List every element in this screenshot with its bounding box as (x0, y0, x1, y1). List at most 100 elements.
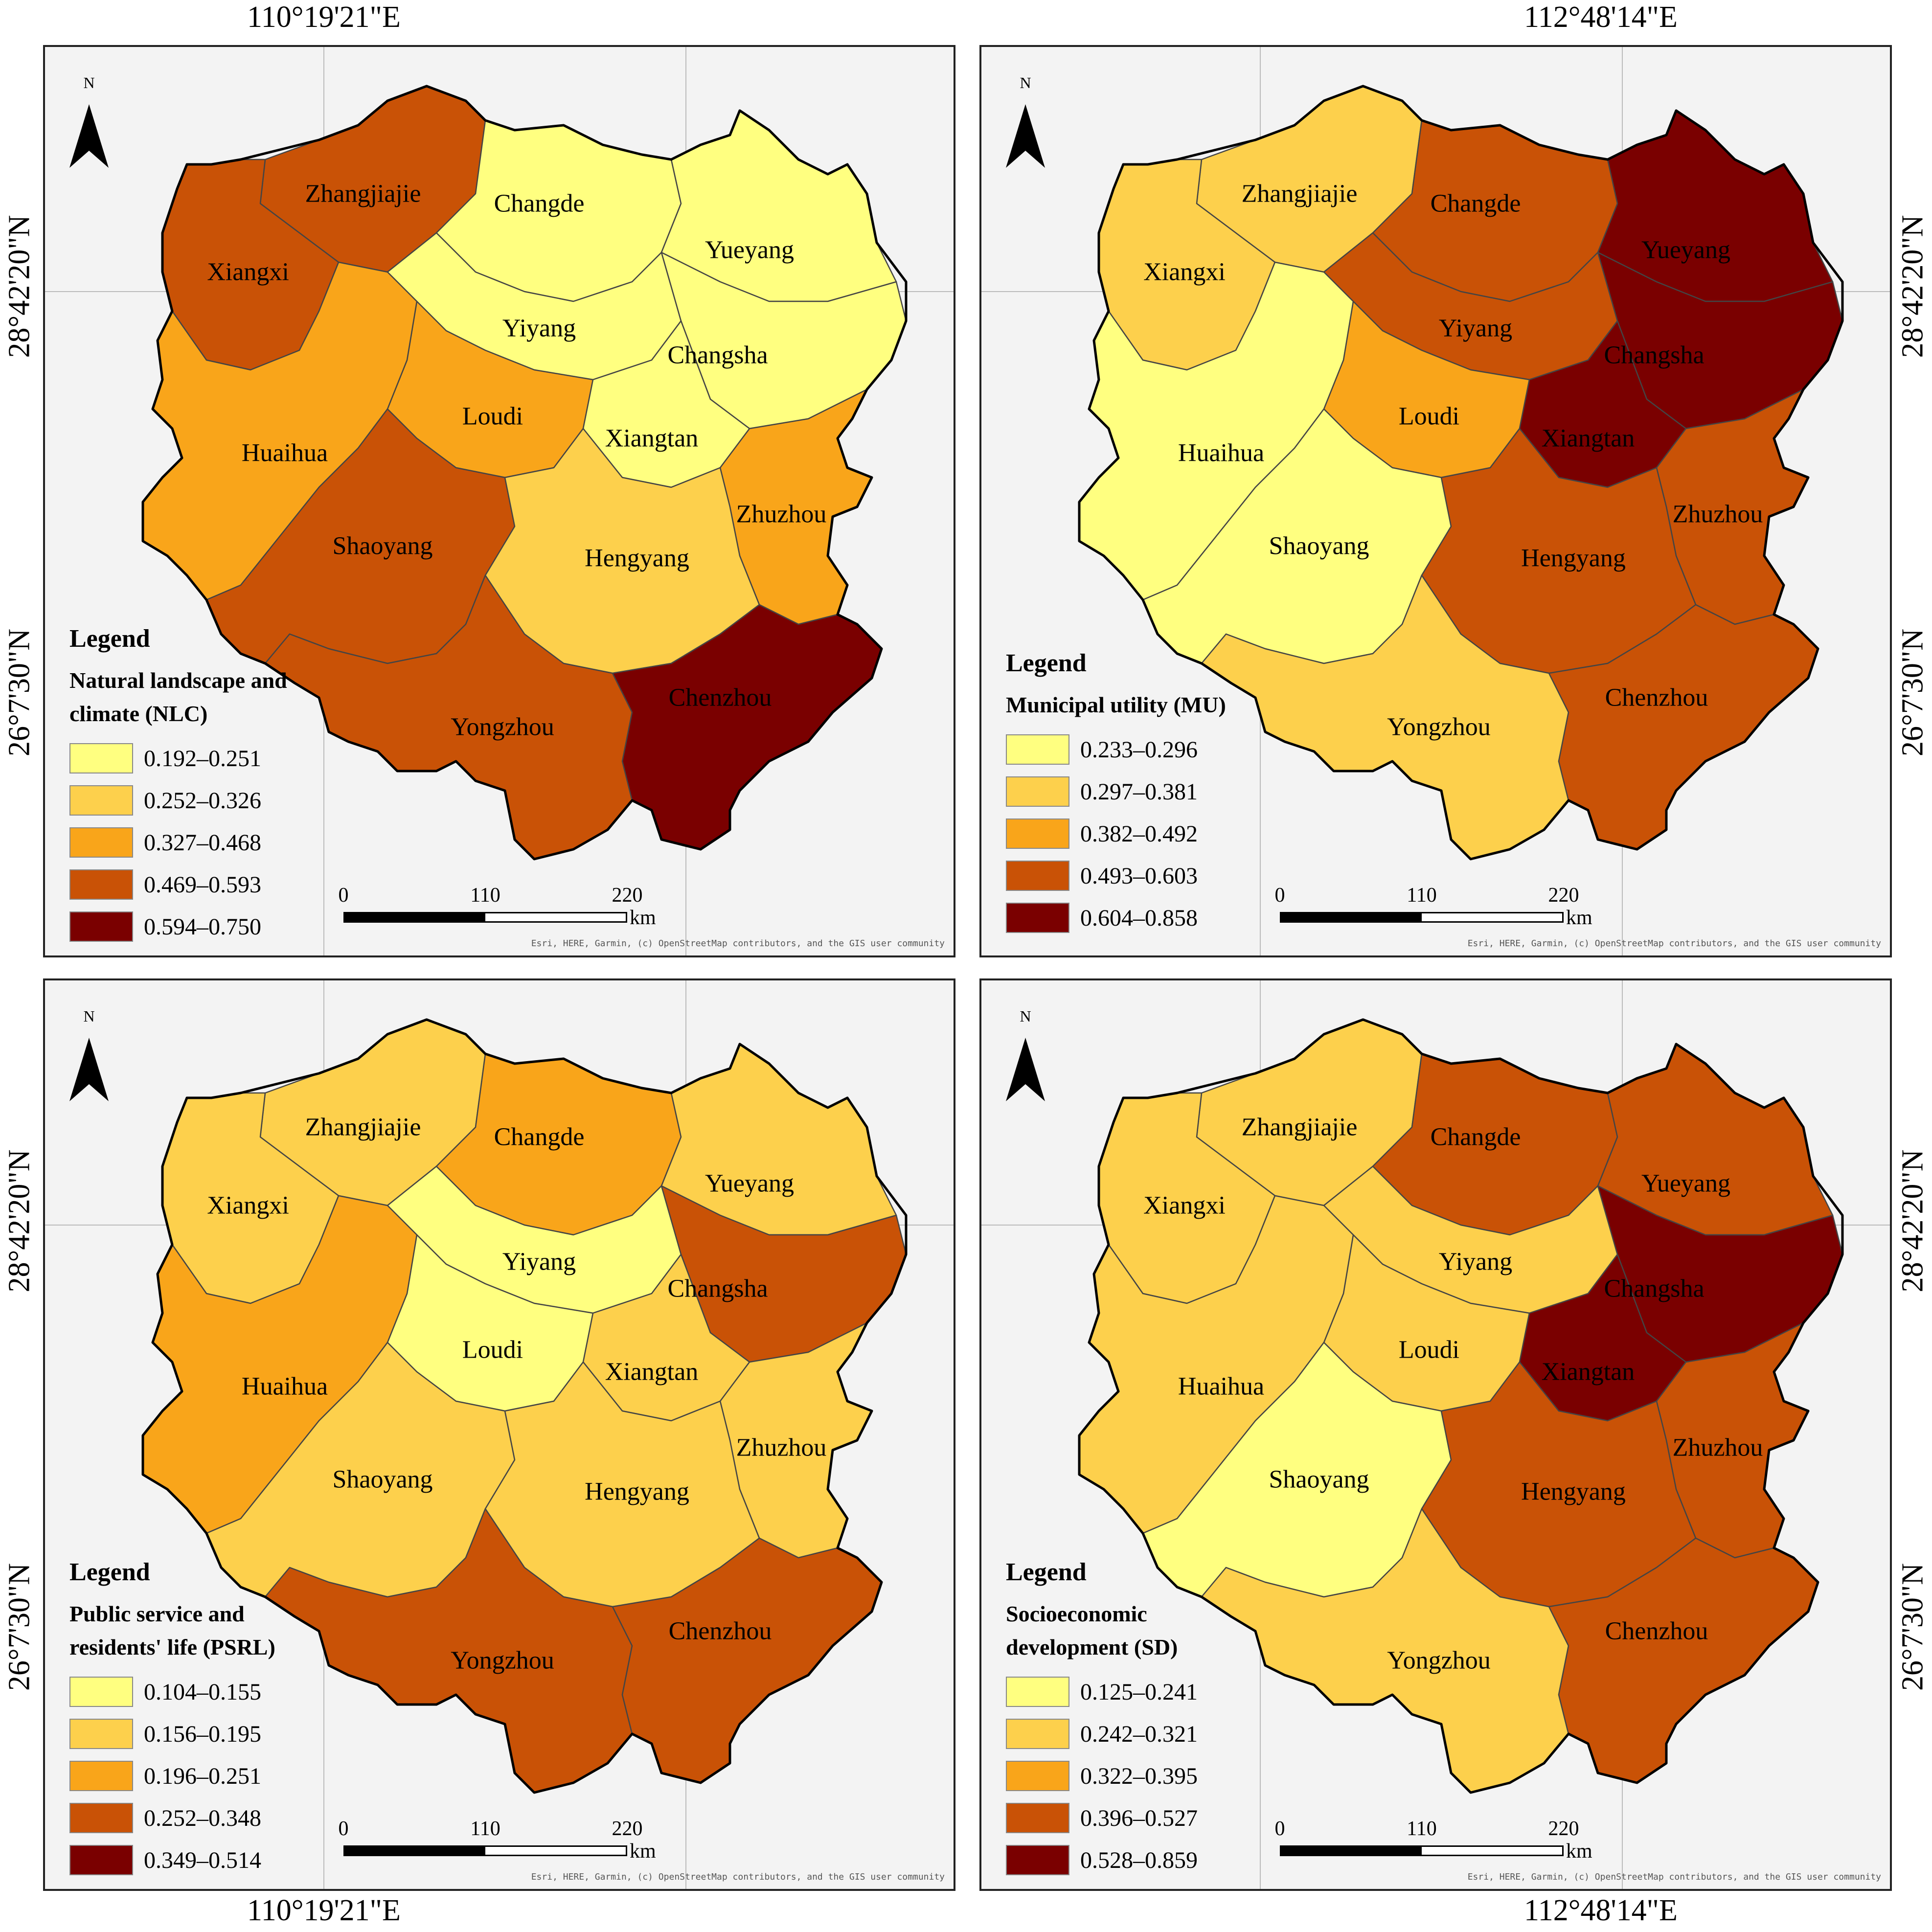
province-outline (141, 1018, 908, 1794)
legend-swatch (1006, 1677, 1069, 1707)
north-arrow-icon (1006, 1038, 1045, 1101)
city-label-yiyang: Yiyang (1438, 1248, 1513, 1276)
city-label-xiangtan: Xiangtan (605, 1358, 699, 1386)
legend-subtitle-line1: Socioeconomic (1006, 1601, 1147, 1626)
city-label-xiangxi: Xiangxi (1143, 258, 1226, 286)
city-label-hengyang: Hengyang (1521, 544, 1626, 572)
city-label-zhangjiajie: Zhangjiajie (1241, 180, 1358, 208)
lon-label-top-right: 112°48'14"E (1524, 0, 1678, 34)
scale-tick-110: 110 (1407, 884, 1437, 907)
scale-tick-0: 0 (338, 1818, 349, 1840)
legend-subtitle: Municipal utility (MU) (1006, 688, 1358, 722)
city-label-zhangjiajie: Zhangjiajie (305, 1113, 421, 1141)
north-arrow: N (1003, 74, 1047, 206)
choropleth-map (981, 47, 1890, 955)
scale-tick-220: 220 (1548, 1818, 1579, 1840)
north-arrow-icon (1006, 104, 1045, 168)
legend-item: 0.382–0.492 (1006, 813, 1358, 855)
legend-swatch (69, 785, 133, 816)
scale-bar: 0 110 220 km (1275, 1817, 1592, 1871)
legend-swatch (69, 1719, 133, 1749)
north-arrow: N (67, 1007, 111, 1139)
north-arrow: N (67, 74, 111, 206)
scale-segment-filled (343, 912, 485, 923)
legend-subtitle: Public service and residents' life (PSRL) (69, 1597, 422, 1664)
legend-swatch (69, 743, 133, 773)
legend: Legend Natural landscape and climate (NLC)… (69, 624, 422, 948)
scale-unit: km (1566, 907, 1592, 929)
legend-swatch (1006, 1845, 1069, 1875)
city-label-shaoyang: Shaoyang (1269, 532, 1369, 560)
city-label-changsha: Changsha (1604, 1274, 1705, 1303)
basemap-attribution: Esri, HERE, Garmin, (c) OpenStreetMap co… (1467, 938, 1881, 949)
city-label-xiangtan: Xiangtan (605, 424, 699, 453)
lat-label-left-bottom: 26°7'30"N (2, 628, 36, 757)
legend-subtitle-line1: Public service and (69, 1601, 245, 1626)
map-panel-mu: Zhangjiajie Changde Yueyang Xiangxi Yiyang Ch… (979, 45, 1892, 957)
legend-range-label: 0.297–0.381 (1080, 778, 1198, 805)
city-label-loudi: Loudi (462, 402, 523, 431)
city-label-changde: Changde (1430, 189, 1521, 218)
basemap-attribution: Esri, HERE, Garmin, (c) OpenStreetMap co… (531, 1872, 945, 1882)
city-label-yongzhou: Yongzhou (1387, 713, 1491, 741)
legend-range-label: 0.594–0.750 (144, 913, 261, 940)
north-letter: N (1020, 74, 1031, 91)
city-label-yiyang: Yiyang (1438, 314, 1513, 342)
legend-swatch (1006, 903, 1069, 933)
legend-item: 0.594–0.750 (69, 906, 422, 948)
scale-tick-110: 110 (1407, 1818, 1437, 1840)
legend-swatch (69, 911, 133, 942)
basemap-attribution: Esri, HERE, Garmin, (c) OpenStreetMap co… (1467, 1872, 1881, 1882)
lon-label-bottom-right: 112°48'14"E (1524, 1894, 1678, 1927)
legend-swatch (69, 1761, 133, 1791)
scale-tick-0: 0 (1274, 884, 1285, 907)
scale-segment-filled (1280, 912, 1422, 923)
lat-label-right-bottom-2: 26°7'30"N (1896, 1563, 1930, 1691)
legend-swatch (1006, 1719, 1069, 1749)
city-label-yiyang: Yiyang (502, 314, 576, 342)
legend-range-label: 0.192–0.251 (144, 745, 261, 772)
city-label-yueyang: Yueyang (705, 1169, 794, 1198)
legend-item: 0.156–0.195 (69, 1713, 422, 1755)
city-label-chenzhou: Chenzhou (1605, 683, 1708, 712)
lat-label-left-top-2: 28°42'20"N (2, 1149, 36, 1293)
scale-segment-empty (484, 1845, 627, 1856)
province-outline (1078, 1018, 1844, 1794)
legend-swatch (1006, 776, 1069, 807)
lon-label-bottom-left: 110°19'21"E (247, 1894, 401, 1927)
city-label-yongzhou: Yongzhou (1387, 1646, 1491, 1675)
lat-label-right-top: 28°42'20"N (1896, 215, 1930, 358)
scale-segment-filled (1280, 1845, 1422, 1856)
scale-segment-empty (1420, 912, 1564, 923)
lat-label-right-bottom: 26°7'30"N (1896, 628, 1930, 757)
city-label-yongzhou: Yongzhou (451, 713, 554, 741)
legend-range-label: 0.396–0.527 (1080, 1805, 1198, 1831)
city-label-huaihua: Huaihua (241, 439, 328, 467)
basemap-attribution: Esri, HERE, Garmin, (c) OpenStreetMap co… (531, 938, 945, 949)
lon-label-top-left: 110°19'21"E (247, 0, 401, 34)
legend-swatch (69, 869, 133, 900)
legend-swatch (1006, 1803, 1069, 1833)
legend-title: Legend (69, 1558, 150, 1586)
legend-range-label: 0.604–0.858 (1080, 905, 1198, 931)
legend-range-label: 0.233–0.296 (1080, 736, 1198, 763)
city-label-zhangjiajie: Zhangjiajie (305, 180, 421, 208)
city-label-shaoyang: Shaoyang (332, 532, 433, 560)
legend-subtitle-line2: residents' life (PSRL) (69, 1635, 275, 1659)
city-label-xiangxi: Xiangxi (1143, 1191, 1226, 1220)
legend-item: 0.396–0.527 (1006, 1797, 1358, 1839)
legend-swatch (1006, 734, 1069, 765)
scale-segment-empty (484, 912, 627, 923)
north-letter: N (1020, 1007, 1031, 1025)
map-panel-psrl: Zhangjiajie Changde Yueyang Xiangxi Yiyang Ch… (43, 978, 955, 1891)
city-label-changsha: Changsha (667, 341, 768, 369)
lat-label-right-top-2: 28°42'20"N (1896, 1149, 1930, 1293)
legend-item: 0.528–0.859 (1006, 1839, 1358, 1881)
city-label-huaihua: Huaihua (1178, 1372, 1265, 1401)
choropleth-map (45, 47, 954, 955)
scale-tick-110: 110 (470, 884, 500, 907)
legend-title: Legend (1006, 649, 1087, 677)
north-letter: N (83, 1007, 95, 1025)
province-outline (141, 85, 908, 861)
legend-subtitle-line2: climate (NLC) (69, 701, 208, 726)
